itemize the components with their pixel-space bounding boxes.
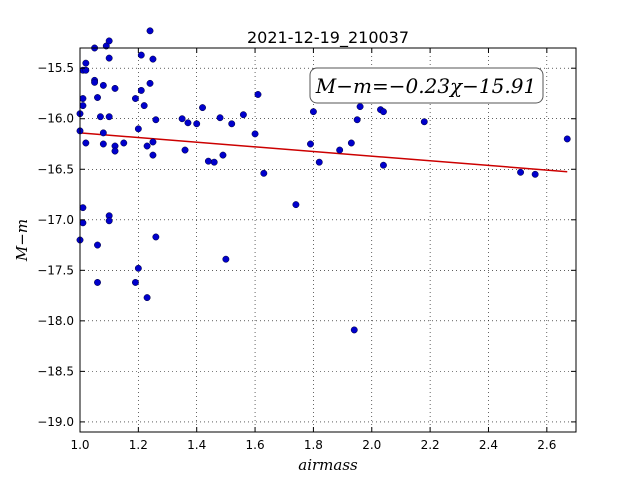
data-point (96, 113, 104, 121)
x-tick-label: 1.0 (70, 438, 89, 452)
data-point (292, 201, 300, 209)
data-point (336, 146, 344, 154)
y-tick-label: −15.5 (37, 61, 74, 75)
data-point (193, 120, 201, 128)
data-point (379, 108, 387, 116)
data-point (131, 95, 139, 102)
grid-lines (79, 48, 576, 432)
data-point (140, 102, 148, 110)
data-point (91, 78, 99, 86)
x-tick-label: 1.8 (304, 438, 323, 452)
data-point (94, 94, 101, 101)
axis-ticks: 1.0 1.2 1.4 1.6 1.8 2.0 2.2 2.4 2.6 −15.5 −16.0 −16… (37, 48, 576, 452)
data-points (76, 27, 571, 334)
x-tick-label: 2.0 (362, 438, 381, 452)
data-point (379, 161, 387, 169)
data-point (222, 255, 230, 263)
y-tick-label: −16.5 (37, 162, 74, 176)
data-point (251, 130, 259, 138)
data-point (79, 219, 87, 227)
data-point (94, 241, 101, 249)
y-tick-label: −17.0 (37, 213, 74, 227)
data-point (149, 138, 157, 146)
data-point (79, 95, 87, 102)
x-tick-label: 1.6 (246, 438, 265, 452)
data-point (79, 102, 87, 110)
fit-equation-annotation: M−m=−0.23χ−15.91 (309, 67, 544, 104)
x-tick-label: 1.4 (187, 438, 206, 452)
data-point (184, 119, 192, 127)
data-point (517, 168, 525, 176)
data-point (99, 129, 107, 137)
y-tick-label: −18.5 (37, 364, 74, 378)
data-point (131, 278, 139, 286)
data-point (347, 139, 355, 147)
data-point (219, 151, 227, 159)
data-point (137, 86, 145, 94)
y-tick-label: −16.0 (37, 112, 74, 126)
data-point (146, 27, 154, 35)
data-point (228, 120, 236, 128)
fit-line (79, 132, 568, 173)
data-point (239, 111, 247, 119)
data-point (149, 151, 157, 159)
data-point (210, 158, 218, 166)
data-point (199, 104, 206, 112)
y-axis-label: M−m (13, 219, 31, 262)
fit-line-layer (79, 132, 568, 173)
data-point (204, 157, 212, 165)
chart-title: 2021-12-19_210037 (247, 28, 409, 48)
y-tick-label: −17.5 (37, 263, 74, 277)
data-point (82, 59, 90, 67)
data-point (307, 140, 314, 148)
plot-frame (79, 47, 577, 433)
data-point (152, 233, 160, 241)
x-tick-label: 2.4 (479, 438, 498, 452)
annotation-text: M−m=−0.23χ−15.91 (315, 74, 536, 98)
data-point (563, 135, 571, 143)
y-tick-label: −18.0 (37, 314, 74, 328)
x-tick-label: 2.2 (421, 438, 440, 452)
data-point (420, 118, 428, 126)
data-point (260, 169, 268, 177)
data-point (120, 139, 128, 147)
data-point (99, 140, 107, 148)
data-point (178, 115, 186, 123)
data-point (216, 114, 224, 122)
data-point (105, 217, 113, 225)
data-point (309, 108, 317, 116)
data-point (146, 79, 154, 87)
data-point (315, 158, 323, 166)
data-point (353, 116, 361, 124)
data-point (134, 125, 142, 133)
data-point (105, 37, 113, 45)
data-point (356, 103, 364, 111)
data-point (181, 146, 189, 154)
data-point (94, 278, 101, 286)
data-point (143, 142, 151, 150)
data-point (105, 54, 113, 62)
data-point (79, 204, 87, 212)
data-point (350, 326, 358, 334)
data-point (254, 91, 262, 98)
data-point (134, 264, 142, 272)
data-point (82, 139, 90, 147)
data-point (137, 51, 145, 59)
data-point (99, 81, 107, 89)
x-axis-label: airmass (298, 456, 358, 474)
x-tick-label: 1.2 (129, 438, 148, 452)
data-point (531, 170, 539, 178)
annotation-box (309, 67, 544, 104)
y-tick-label: −19.0 (37, 415, 74, 429)
data-point (105, 113, 113, 121)
data-point (149, 55, 157, 63)
data-point (111, 147, 119, 155)
data-point (111, 84, 119, 92)
data-point (143, 294, 151, 302)
data-point (152, 116, 160, 124)
x-tick-label: 2.6 (537, 438, 556, 452)
